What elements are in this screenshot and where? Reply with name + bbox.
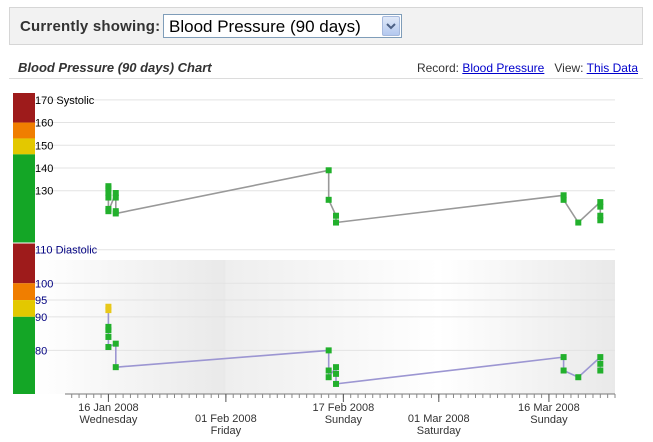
data-point[interactable]: [560, 196, 567, 203]
data-point[interactable]: [112, 190, 119, 196]
data-point[interactable]: [325, 367, 332, 374]
y-axis-title-label: 110 Diastolic: [35, 245, 98, 257]
data-point[interactable]: [597, 203, 604, 210]
x-tick-date-label: 17 Feb 2008: [312, 402, 374, 414]
data-point[interactable]: [325, 374, 332, 381]
range-band-orange: [13, 283, 35, 301]
y-tick-label: 140: [35, 163, 53, 175]
data-point[interactable]: [560, 367, 567, 374]
range-band-green: [13, 316, 35, 394]
chart-background-section: [35, 260, 226, 394]
data-point[interactable]: [333, 370, 340, 377]
blood-pressure-chart: 170 Systolic 160 150 140 130 110 Diastolic 100…: [13, 93, 616, 437]
x-tick-day-label: Wednesday: [79, 414, 137, 426]
view-selector-bar: Currently showing: Blood Pressure (90 da…: [9, 7, 643, 45]
y-tick-label: 160: [35, 118, 53, 130]
y-tick-label: 80: [35, 345, 47, 357]
data-point[interactable]: [105, 307, 112, 314]
chart-header-links: Record: Blood Pressure View: This Data: [417, 61, 638, 75]
systolic-series-line: [107, 169, 602, 224]
data-point[interactable]: [105, 333, 112, 340]
data-point[interactable]: [575, 219, 582, 226]
data-point[interactable]: [325, 347, 332, 354]
y-tick-label: 150: [35, 140, 53, 152]
data-point[interactable]: [112, 210, 119, 217]
data-point[interactable]: [112, 364, 119, 371]
range-band-green: [13, 154, 35, 243]
x-tick-day-label: Sunday: [530, 414, 568, 426]
data-point[interactable]: [105, 344, 112, 351]
chart-title: Blood Pressure (90 days) Chart: [18, 60, 212, 75]
data-point[interactable]: [333, 380, 340, 387]
data-point[interactable]: [105, 194, 112, 201]
data-point[interactable]: [333, 219, 340, 226]
data-point[interactable]: [105, 323, 112, 330]
data-point[interactable]: [597, 354, 604, 361]
this-data-link[interactable]: This Data: [586, 61, 638, 75]
data-point[interactable]: [597, 367, 604, 374]
view-select[interactable]: Blood Pressure (90 days): [163, 14, 402, 38]
data-point[interactable]: [597, 212, 604, 219]
currently-showing-label: Currently showing:: [20, 18, 161, 35]
range-band-yellow: [13, 300, 35, 317]
chart-background-section: [438, 260, 615, 394]
data-point[interactable]: [333, 212, 340, 219]
chart-header: Blood Pressure (90 days) Chart Record: B…: [9, 58, 643, 79]
range-band-red: [13, 93, 35, 123]
y-tick-label: 100: [35, 278, 53, 290]
data-point[interactable]: [597, 199, 604, 206]
data-point[interactable]: [105, 190, 112, 196]
range-band-orange: [13, 122, 35, 139]
view-select-value: Blood Pressure (90 days): [169, 17, 361, 36]
data-point[interactable]: [112, 340, 119, 347]
x-tick-day-label: Friday: [211, 425, 242, 437]
x-tick-date-label: 01 Mar 2008: [408, 413, 470, 425]
x-tick-date-label: 16 Jan 2008: [78, 402, 139, 414]
data-point[interactable]: [597, 360, 604, 367]
data-point[interactable]: [597, 217, 604, 224]
x-tick-day-label: Saturday: [417, 425, 462, 437]
data-point[interactable]: [105, 303, 112, 310]
x-tick-day-label: Sunday: [325, 414, 363, 426]
range-band-red: [13, 243, 35, 284]
chevron-down-icon[interactable]: [382, 16, 400, 36]
view-label: View:: [554, 61, 584, 75]
data-point[interactable]: [325, 196, 332, 203]
chart-background-section: [225, 260, 439, 394]
data-point[interactable]: [112, 194, 119, 201]
data-point[interactable]: [575, 374, 582, 381]
record-label: Record:: [416, 61, 459, 75]
data-point[interactable]: [325, 167, 332, 174]
y-tick-label: 95: [35, 295, 47, 307]
x-tick-date-label: 16 Mar 2008: [518, 402, 580, 414]
data-point[interactable]: [105, 208, 112, 215]
range-band-yellow: [13, 138, 35, 155]
y-tick-label: 130: [35, 186, 53, 198]
data-point[interactable]: [560, 192, 567, 199]
x-tick-date-label: 01 Feb 2008: [195, 413, 257, 425]
y-axis-title-label: 170 Systolic: [35, 95, 95, 107]
data-point[interactable]: [105, 185, 112, 192]
data-point[interactable]: [333, 364, 340, 371]
y-tick-label: 90: [35, 312, 47, 324]
data-point[interactable]: [105, 327, 112, 334]
data-point[interactable]: [560, 354, 567, 361]
record-link[interactable]: Blood Pressure: [462, 61, 545, 75]
